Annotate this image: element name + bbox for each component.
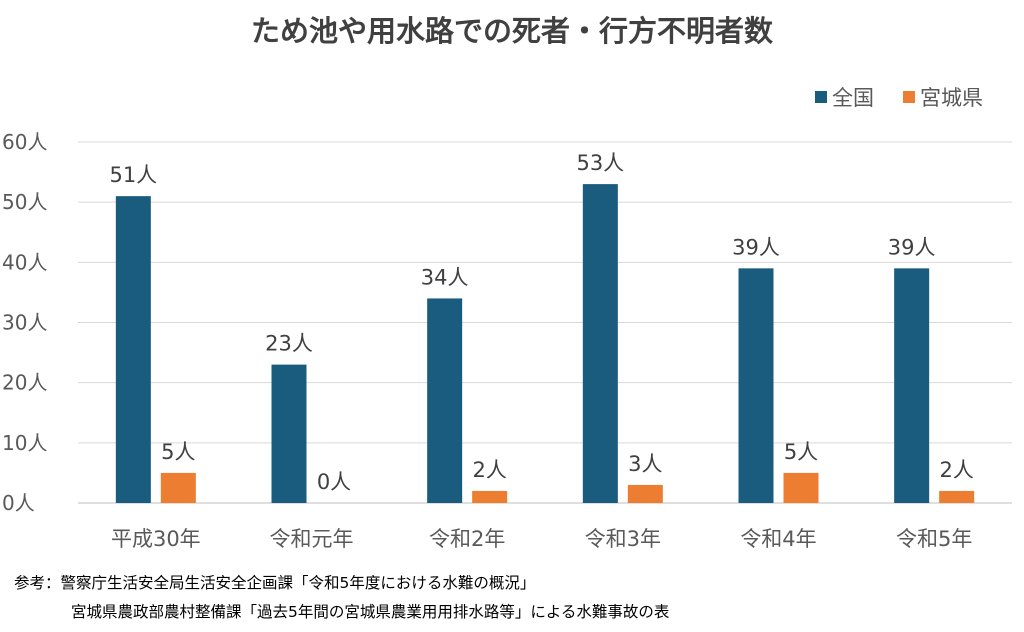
data-label: 53人 [576,151,624,175]
x-tick-label: 令和3年 [585,527,661,551]
gridlines [78,141,1012,504]
data-label: 2人 [472,458,506,482]
bar [894,268,930,503]
y-tick-label: 30人 [2,311,47,335]
x-tick-label: 令和2年 [429,527,505,551]
y-tick-label: 20人 [2,371,47,395]
bar [472,490,508,503]
y-tick-label: 40人 [2,250,47,274]
source-note-line-2: 宮城県農政部農村整備課「過去5年間の宮城県農業用用排水路等」による水難事故の表 [71,603,670,621]
y-tick-label: 50人 [2,190,47,214]
data-label: 2人 [939,458,973,482]
x-tick-label: 令和元年 [270,527,354,551]
bar [738,268,774,503]
bar [427,298,463,503]
bar [627,484,663,503]
data-label: 5人 [784,440,818,464]
bar [160,472,196,503]
legend: 全国 宮城県 [815,86,983,110]
data-label: 5人 [161,440,195,464]
x-tick-label: 平成30年 [111,527,201,551]
bars [115,184,975,503]
bar [939,490,975,503]
legend-swatch [815,91,827,103]
data-label: 3人 [628,452,662,476]
data-label: 39人 [732,235,780,259]
data-label: 23人 [265,332,313,356]
bar [115,196,151,503]
chart-title: ため池や用水路での死者・行方不明者数 [250,14,773,48]
source-note-line-1: 参考：警察庁生活安全局生活安全企画課「令和5年度における水難の概況」 [14,574,536,592]
x-axis-ticks: 平成30年 令和元年 令和2年 令和3年 令和4年 令和5年 [111,527,972,551]
legend-swatch [903,91,915,103]
bar [582,184,618,503]
data-label: 51人 [109,163,157,187]
bar [783,472,819,503]
x-tick-label: 令和5年 [896,527,972,551]
bar [271,364,307,503]
y-axis-ticks: 0人 10人 20人 30人 40人 50人 60人 [2,130,47,515]
y-tick-label: 60人 [2,130,47,154]
x-tick-label: 令和4年 [740,527,816,551]
data-label: 0人 [317,470,351,494]
data-labels: 51人 5人 23人 0人 34人 2人 53人 3人 39人 5人 39人 2人 [109,151,973,494]
legend-label: 全国 [832,86,874,110]
data-label: 34人 [421,265,469,289]
legend-label: 宮城県 [920,86,983,110]
data-label: 39人 [888,235,936,259]
y-tick-label: 0人 [2,491,35,515]
y-tick-label: 10人 [2,431,47,455]
